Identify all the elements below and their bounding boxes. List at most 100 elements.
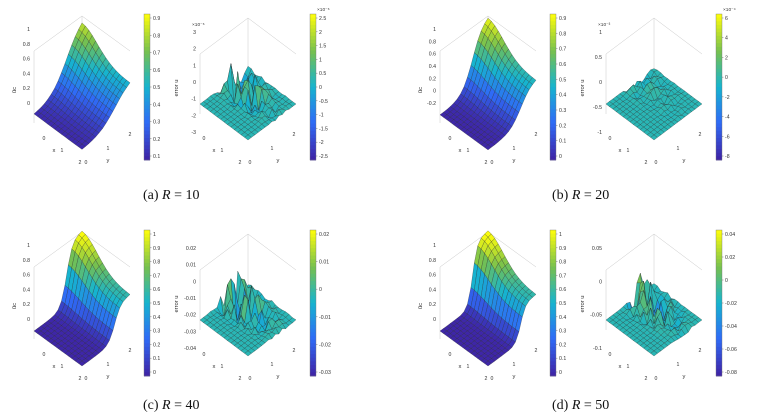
z-tick-label: 1 <box>27 27 30 33</box>
y-tick-label: 0 <box>85 376 88 382</box>
colorbar-band <box>144 94 150 99</box>
z-tick-label: -0.2 <box>427 101 436 107</box>
colorbar-band <box>550 24 556 29</box>
z-tick-label: 1 <box>433 243 436 249</box>
colorbar-band <box>310 357 316 362</box>
solution-plot: 1 0.8 0.6 0.4 0.2 0 ũc 2 1 0 0 1 2 x y 1 0.9 0.8 0.7 0.6 0.… <box>418 229 566 382</box>
x-tick-label: 2 <box>239 376 242 382</box>
colorbar-band <box>144 39 150 44</box>
colorbar-band <box>144 262 150 267</box>
colorbar-band <box>310 149 316 154</box>
colorbar-band <box>716 270 722 275</box>
colorbar-band <box>310 28 316 33</box>
colorbar-band <box>144 83 150 88</box>
colorbar-band <box>716 21 722 26</box>
colorbar-band <box>716 230 722 235</box>
surface-cell <box>484 144 492 151</box>
colorbar-band <box>310 299 316 304</box>
x-tick-label: 1 <box>467 148 470 154</box>
colorbar-tick-label: -0.04 <box>725 324 737 330</box>
x-tick-label: 0 <box>43 136 46 142</box>
colorbar-band <box>310 354 316 359</box>
colorbar-band <box>550 32 556 37</box>
colorbar-tick-label: 4 <box>725 36 728 42</box>
colorbar-band <box>310 35 316 40</box>
colorbar-tick-label: 2 <box>319 30 322 36</box>
colorbar-band <box>550 123 556 128</box>
y-tick-label: 0 <box>655 160 658 166</box>
colorbar-band <box>716 83 722 88</box>
colorbar-band <box>716 255 722 260</box>
axis-edge <box>33 15 83 52</box>
colorbar-band <box>144 233 150 238</box>
colorbar-band <box>144 152 150 157</box>
z-tick-label: 0.02 <box>186 246 196 252</box>
colorbar-band <box>310 156 316 161</box>
colorbar-band <box>310 273 316 278</box>
z-axis-label: error u <box>174 295 180 312</box>
colorbar-tick-label: 0.1 <box>153 154 160 160</box>
colorbar-band <box>144 354 150 359</box>
colorbar-band <box>550 240 556 245</box>
colorbar-band <box>716 277 722 282</box>
colorbar-tick-label: 0.2 <box>559 342 566 348</box>
colorbar-band <box>716 87 722 92</box>
colorbar-band <box>144 284 150 289</box>
surface-cell <box>244 134 252 141</box>
z-tick-label: 0.4 <box>23 71 30 77</box>
colorbar-band <box>550 303 556 308</box>
x-tick-label: 0 <box>203 352 206 358</box>
axis-edge <box>247 17 297 55</box>
axis-edge <box>81 15 131 52</box>
colorbar-band <box>310 321 316 326</box>
colorbar-tick-label: 0.3 <box>559 329 566 335</box>
colorbar-band <box>310 54 316 59</box>
colorbar-band <box>550 237 556 242</box>
z-tick-label: 0.8 <box>23 42 30 48</box>
colorbar-band <box>550 273 556 278</box>
colorbar-tick-label: 0.1 <box>559 356 566 362</box>
colorbar-band <box>144 259 150 264</box>
colorbar-tick-label: 0 <box>725 278 728 284</box>
colorbar-band <box>310 248 316 253</box>
colorbar-band <box>310 116 316 121</box>
colorbar-band <box>310 105 316 110</box>
colorbar-tick-label: -0.5 <box>319 99 328 105</box>
y-tick-label: 2 <box>535 132 538 138</box>
colorbar-band <box>550 259 556 264</box>
error-plot: 1 0.5 0 -0.5 -1 error u ×10⁻³ 2 1 0 0 1 2 x y 6 4 2 0 -2 -4 -… <box>580 7 736 166</box>
subfigure-c: 10.80.60.40.20ũc210012xy10.90.80.70.60.… <box>12 229 331 382</box>
colorbar-band <box>144 310 150 315</box>
colorbar-band <box>550 299 556 304</box>
colorbar-band <box>310 21 316 26</box>
z-tick-label: 0.01 <box>186 263 196 269</box>
colorbar-band <box>310 57 316 62</box>
colorbar-band <box>550 50 556 55</box>
z-tick-label: -3 <box>191 130 196 136</box>
z-tick-label: 1 <box>193 63 196 69</box>
colorbar-band <box>550 90 556 95</box>
colorbar-band <box>310 361 316 366</box>
colorbar-band <box>310 68 316 73</box>
colorbar-band <box>310 372 316 377</box>
colorbar-tick-label: -8 <box>725 154 730 160</box>
colorbar-band <box>550 138 556 143</box>
colorbar-band <box>144 43 150 48</box>
x-tick-label: 2 <box>645 160 648 166</box>
z-exponent: ×10⁻³ <box>598 22 611 28</box>
colorbar-band <box>144 57 150 62</box>
z-tick-label: 0 <box>433 317 436 323</box>
colorbar-band <box>310 43 316 48</box>
colorbar-band <box>716 335 722 340</box>
x-axis-label: x <box>53 364 56 370</box>
colorbar-band <box>310 317 316 322</box>
colorbar-band <box>716 303 722 308</box>
colorbar-band <box>550 324 556 329</box>
colorbar-tick-label: 0.9 <box>559 246 566 252</box>
colorbar-band <box>144 313 150 318</box>
x-tick-label: 1 <box>221 148 224 154</box>
z-tick-label: 0 <box>599 279 602 285</box>
surface-cell <box>78 360 86 367</box>
y-tick-label: 2 <box>293 132 296 138</box>
z-tick-label: 3 <box>193 30 196 36</box>
